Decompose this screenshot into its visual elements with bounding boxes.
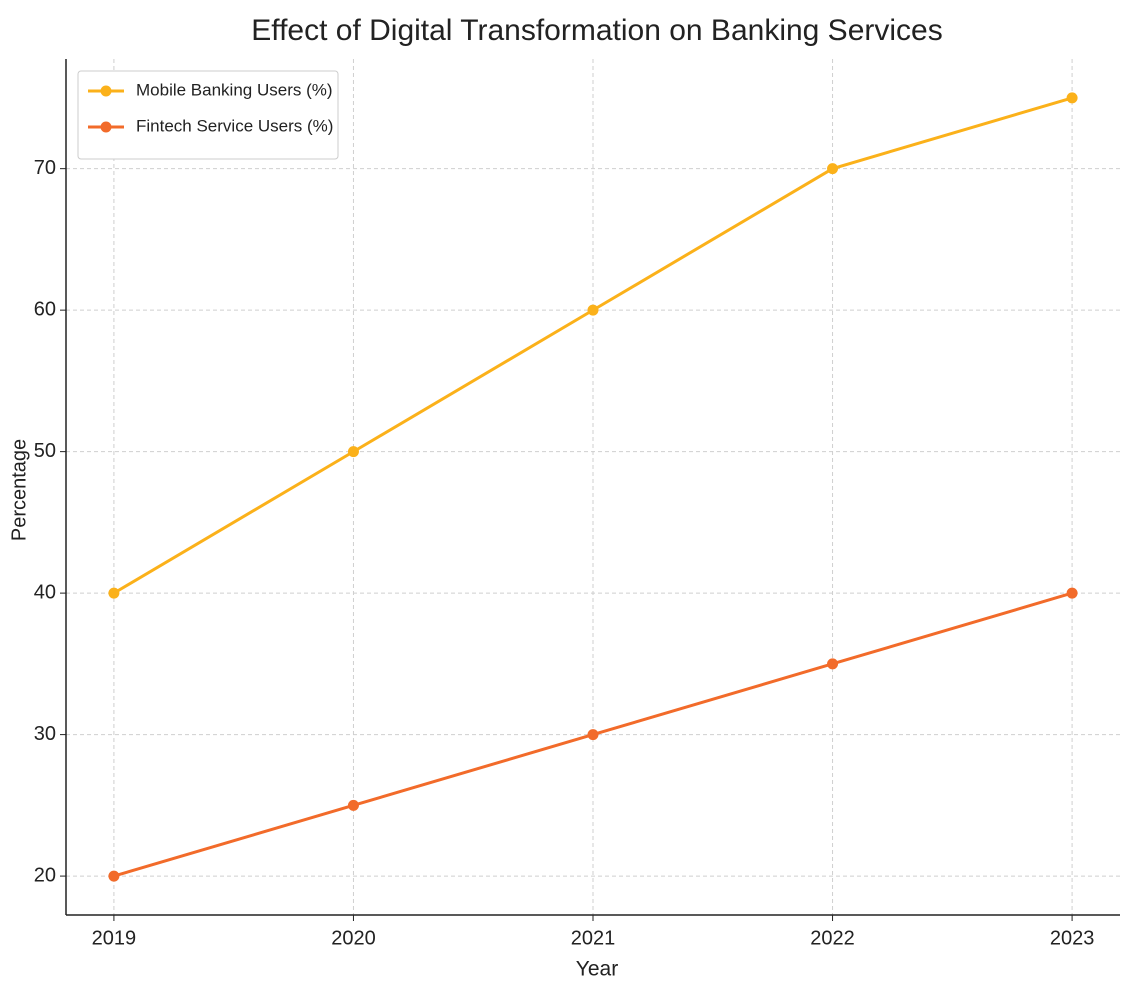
y-axis-label: Percentage	[8, 439, 30, 541]
point	[827, 163, 839, 175]
x-tick-label: 2019	[92, 927, 137, 949]
y-tick-label: 50	[34, 440, 56, 462]
x-tick-label: 2023	[1050, 927, 1095, 949]
y-tick-label: 60	[34, 298, 56, 320]
y-tick-label: 70	[34, 157, 56, 179]
y-tick-label: 20	[34, 864, 56, 886]
point	[108, 870, 120, 882]
point	[587, 304, 599, 316]
y-tick-label: 40	[34, 581, 56, 603]
point	[1066, 92, 1078, 104]
x-tick-label: 2020	[331, 927, 376, 949]
legend-marker	[100, 85, 112, 97]
point	[587, 729, 599, 741]
legend-label: Fintech Service Users (%)	[136, 116, 333, 135]
point	[1066, 587, 1078, 599]
point	[347, 446, 359, 458]
x-axis-label: Year	[576, 958, 618, 981]
point	[827, 658, 839, 670]
x-tick-label: 2022	[810, 927, 855, 949]
legend-label: Mobile Banking Users (%)	[136, 80, 333, 99]
legend-marker	[100, 121, 112, 133]
chart-title: Effect of Digital Transformation on Bank…	[251, 14, 942, 47]
point	[108, 587, 120, 599]
x-tick-label: 2021	[571, 927, 616, 949]
y-tick-label: 30	[34, 723, 56, 745]
legend-box	[77, 70, 339, 160]
point	[347, 799, 359, 811]
